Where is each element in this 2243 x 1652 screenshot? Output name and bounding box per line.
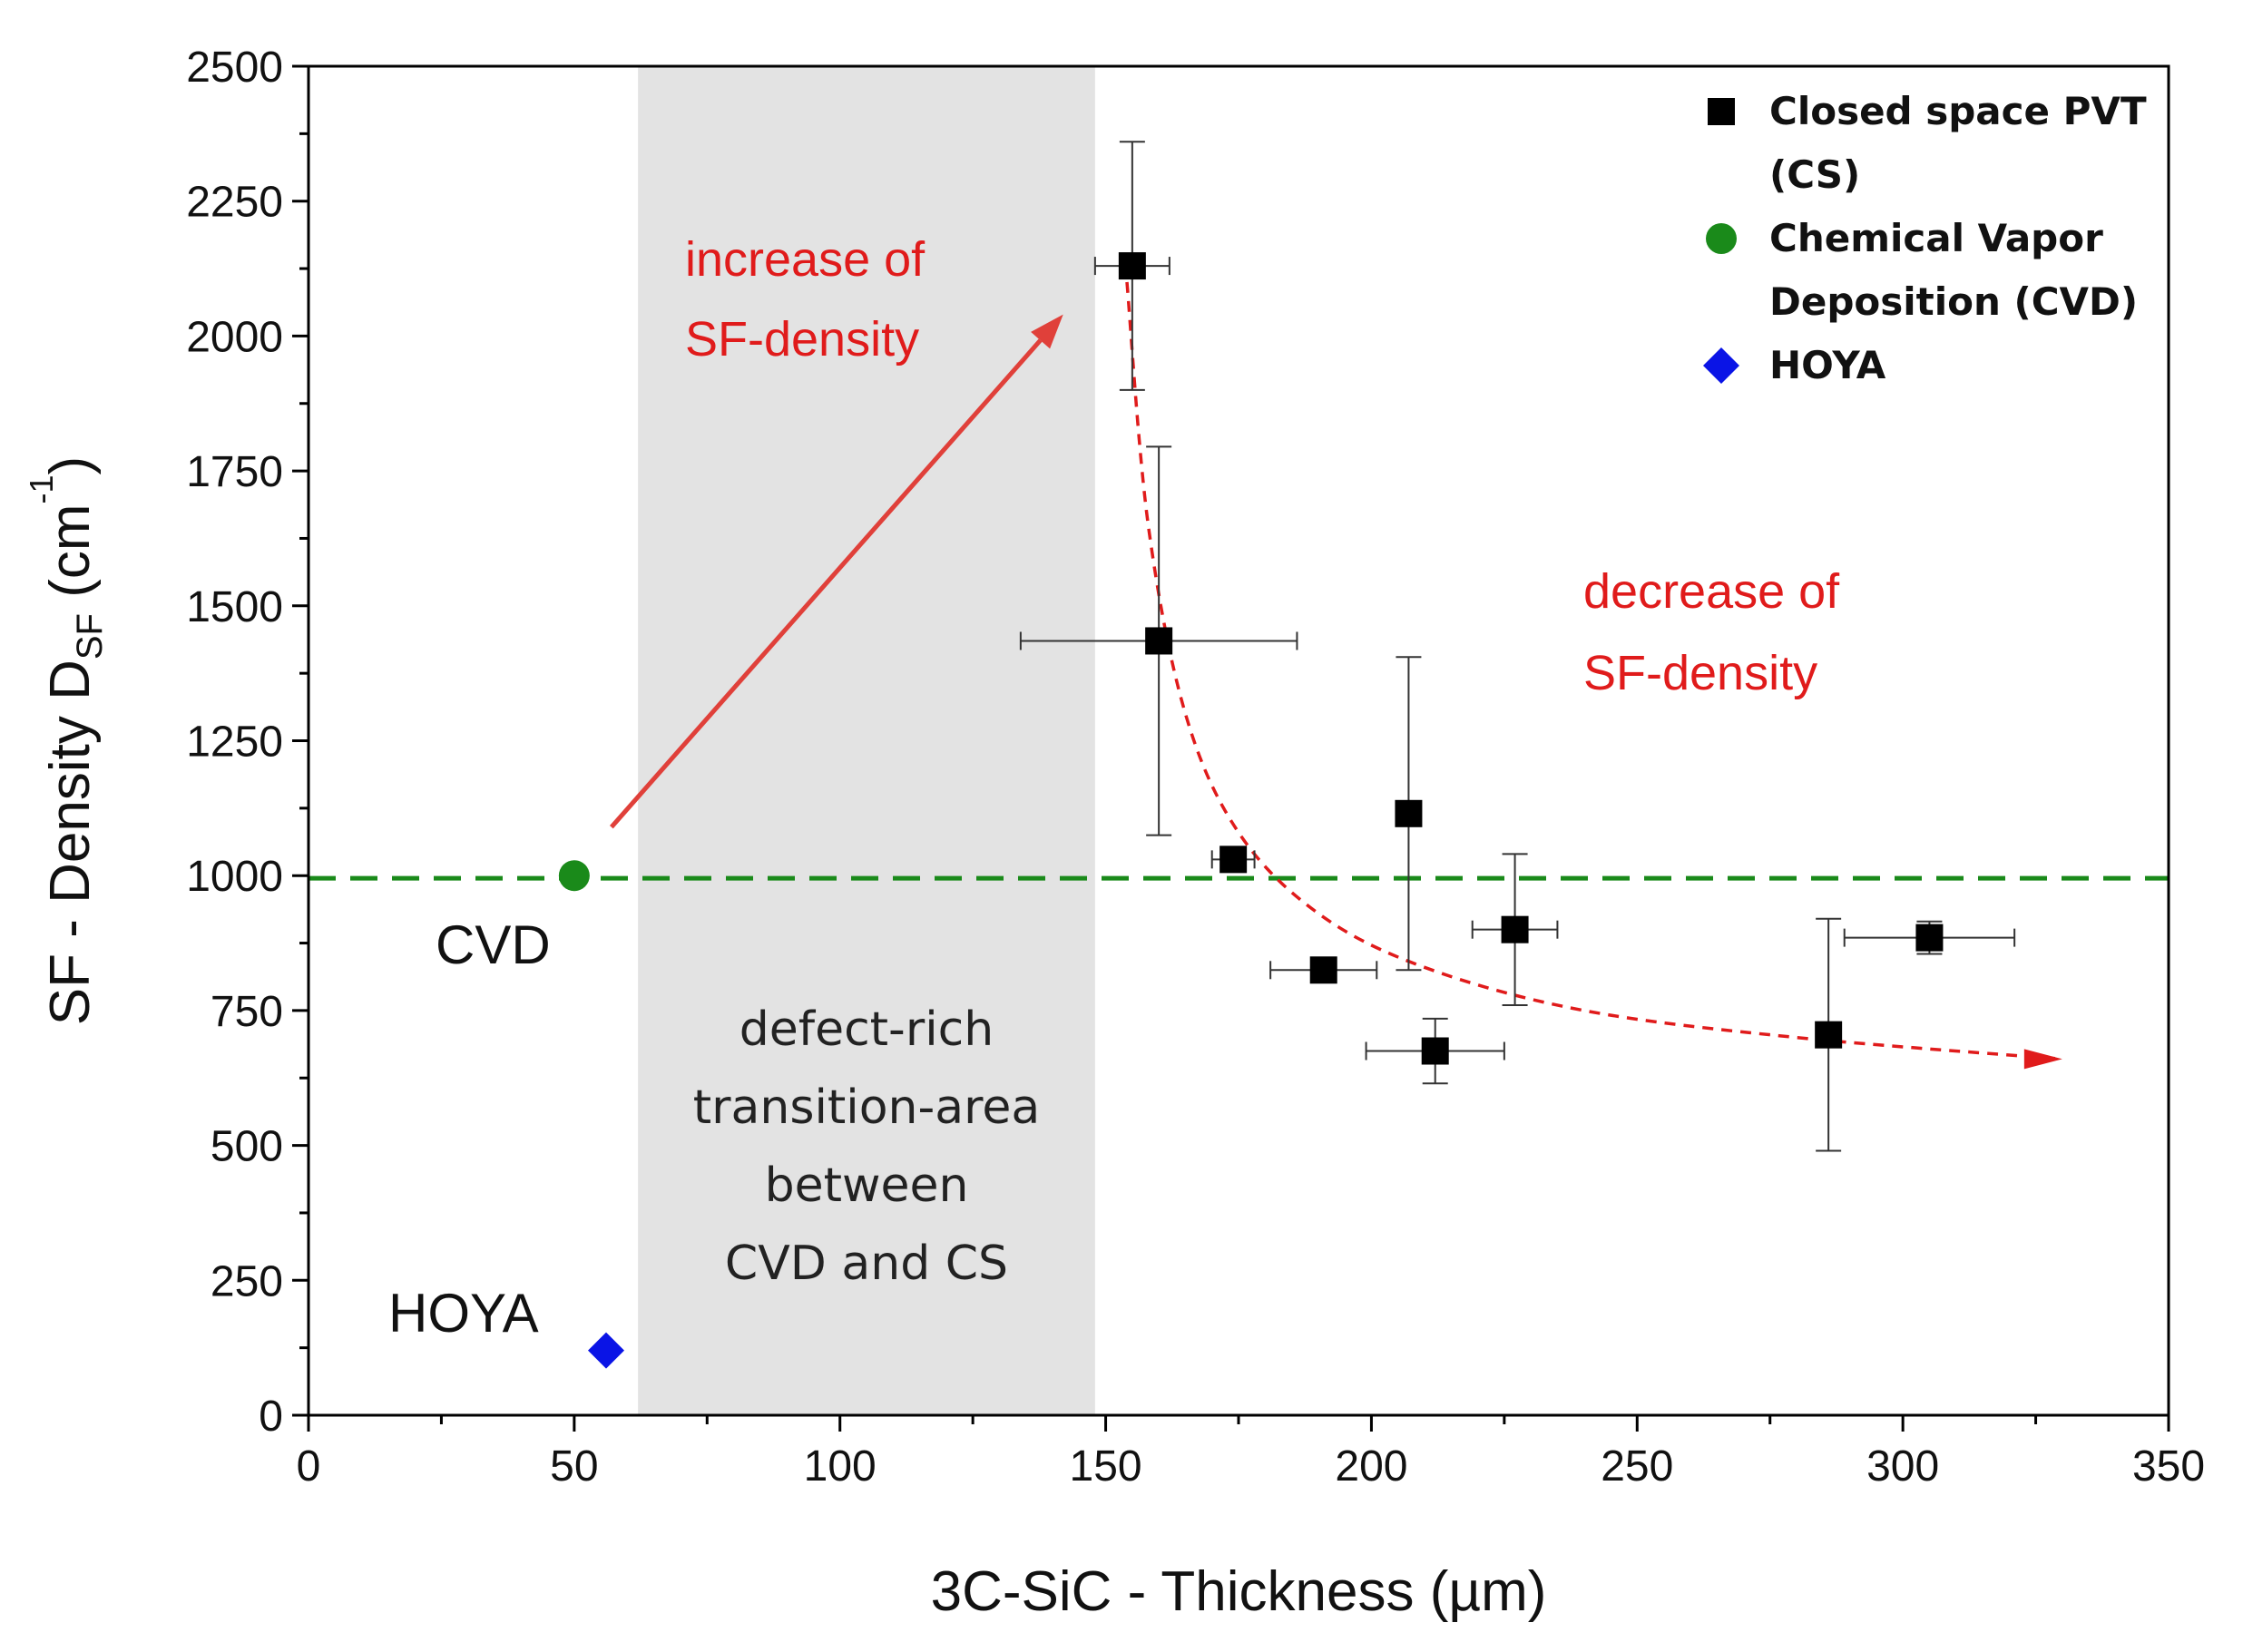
x-tick-label: 100 — [804, 1442, 877, 1491]
y-tick-label: 2000 — [186, 313, 283, 361]
x-axis-title: 3C-SiC - Thickness (µm) — [931, 1560, 1547, 1623]
legend-marker-square — [1708, 98, 1735, 125]
data-point-square — [1395, 799, 1423, 827]
decrease-trend-curve — [1125, 281, 2063, 1061]
data-point-circle — [558, 860, 590, 892]
data-point-square — [1915, 924, 1944, 952]
increase-arrow-head — [1031, 314, 1063, 349]
y-axis-title-ylabel-unit-close: ) — [39, 456, 102, 475]
axes-layer: 0 50 100 150 200 250 300 350 0 250 500 750 1000 1250 1… — [23, 44, 2205, 1623]
y-axis-title-ylabel-sub: SF — [70, 613, 110, 660]
data-point-square — [1501, 915, 1529, 943]
y-tick-label: 250 — [211, 1257, 283, 1305]
x-tick-label: 300 — [1866, 1442, 1939, 1491]
legend: Closed space PVT (CS) Chemical Vapor Deposi… — [1703, 89, 2147, 387]
legend-entry-text: (CS) — [1769, 152, 1860, 197]
legend-entry-text: Deposition (CVD) — [1769, 279, 2138, 324]
data-point-square — [1118, 252, 1146, 280]
legend-marker-circle — [1706, 223, 1737, 254]
y-axis-title-ylabel-main: SF - Density D — [39, 660, 102, 1025]
y-tick-label: 750 — [211, 988, 283, 1036]
trend-curve-arrowhead — [2023, 1049, 2062, 1070]
y-axis-title-ylabel-sup: -1 — [23, 474, 60, 503]
y-tick-label: 500 — [211, 1123, 283, 1171]
cvd-point-label: CVD — [436, 914, 551, 975]
data-point-square — [1815, 1021, 1843, 1049]
annotation-layer: increase of SF-density decrease of SF-densi… — [388, 232, 1840, 1344]
x-tick-label: 150 — [1070, 1442, 1142, 1491]
transition-region-label-line: defect-rich — [740, 1002, 994, 1057]
data-point-diamond — [588, 1332, 624, 1369]
legend-marker-diamond — [1703, 347, 1739, 384]
y-tick-label: 0 — [259, 1393, 283, 1441]
shaded-transition-region — [638, 66, 1095, 1415]
transition-region-label-line: transition-area — [693, 1080, 1040, 1135]
y-tick-label: 1500 — [186, 583, 283, 631]
x-tick-label: 200 — [1335, 1442, 1407, 1491]
data-point-square — [1421, 1037, 1449, 1065]
data-points-layer — [558, 252, 1944, 1369]
transition-region-label-line: CVD and CS — [725, 1237, 1008, 1291]
trend-curve-layer — [1125, 281, 2063, 1070]
decrease-annotation-line: SF-density — [1583, 646, 1817, 700]
hoya-point-label: HOYA — [388, 1283, 539, 1344]
y-tick-label: 1000 — [186, 853, 283, 901]
x-tick-label: 250 — [1601, 1442, 1673, 1491]
y-tick-label: 1250 — [186, 718, 283, 767]
legend-entry-text: HOYA — [1769, 343, 1886, 387]
plot-frame — [307, 64, 2170, 1417]
x-tick-label: 0 — [297, 1442, 321, 1491]
decrease-annotation-line: decrease of — [1583, 564, 1840, 619]
data-point-square — [1309, 956, 1337, 984]
y-tick-label: 2250 — [186, 179, 283, 227]
increase-annotation-line: SF-density — [685, 312, 919, 367]
legend-entry-text: Chemical Vapor — [1769, 216, 2103, 260]
increase-annotation-line: increase of — [685, 232, 926, 287]
shaded-region-layer — [638, 66, 1095, 1415]
transition-region-label-line: between — [765, 1158, 969, 1213]
increase-arrow-layer — [609, 314, 1063, 829]
data-point-square — [1145, 627, 1173, 655]
y-axis-title-ylabel-unit-open: (cm — [39, 503, 102, 613]
data-point-square — [1219, 846, 1248, 874]
y-tick-label: 2500 — [186, 44, 283, 92]
y-axis-title: SF - Density DSF (cm-1) — [23, 456, 110, 1025]
x-tick-label: 350 — [2132, 1442, 2205, 1491]
x-tick-label: 50 — [550, 1442, 598, 1491]
increase-arrow-shaft — [609, 338, 1043, 829]
legend-entry-text: Closed space PVT — [1769, 89, 2147, 133]
y-tick-label: 1750 — [186, 448, 283, 496]
